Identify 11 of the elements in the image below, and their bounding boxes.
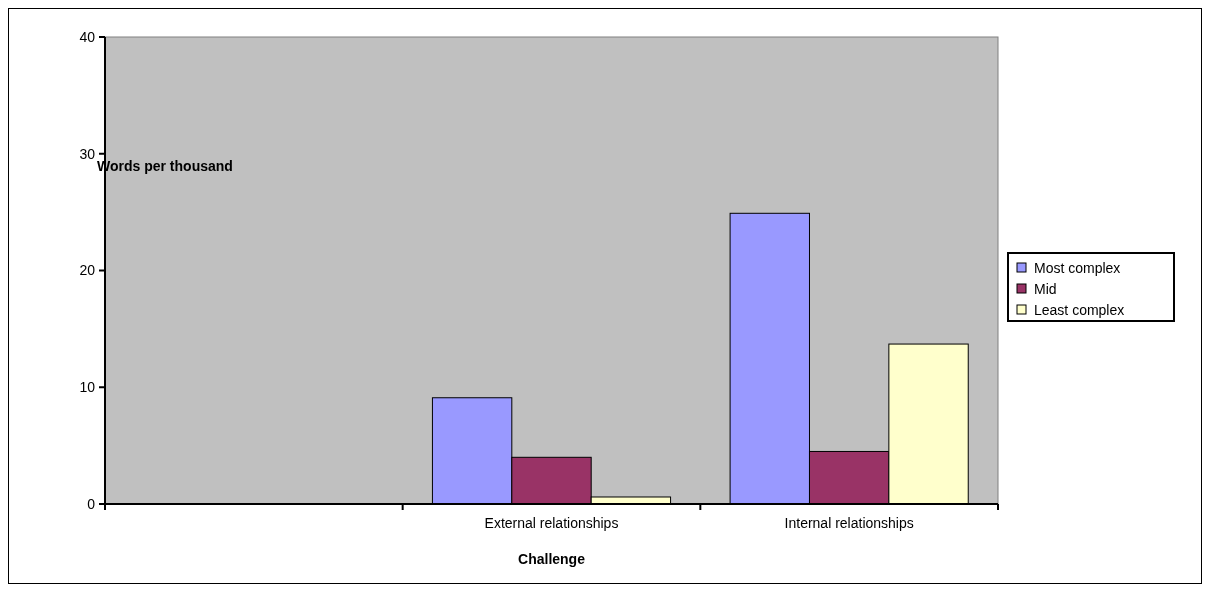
- y-tick-label: 40: [79, 28, 96, 45]
- x-axis-title: Challenge: [518, 551, 586, 567]
- x-tick-label: Internal relationships: [784, 515, 914, 531]
- y-tick-label: 0: [87, 495, 96, 512]
- legend-label: Least complex: [1034, 301, 1125, 318]
- legend-label: Most complex: [1034, 259, 1121, 276]
- y-tick-label: 10: [79, 379, 96, 396]
- x-tick-label: External relationships: [484, 515, 619, 531]
- y-tick-label: 30: [79, 145, 96, 162]
- legend-label: Mid: [1034, 280, 1057, 297]
- y-tick-label: 20: [79, 262, 96, 279]
